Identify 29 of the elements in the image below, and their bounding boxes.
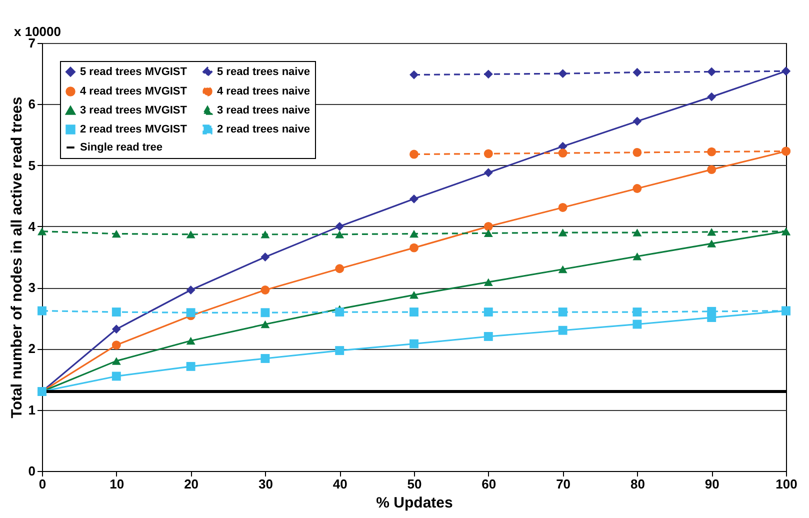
y-tick-label: 0 [28, 464, 36, 478]
legend-label: Single read tree [80, 142, 163, 154]
legend-label: 3 read trees naive [217, 104, 310, 116]
x-tick-label: 30 [258, 476, 273, 492]
x-tick-label: 80 [630, 476, 645, 492]
legend-label: 2 read trees naive [217, 124, 310, 136]
x-axis-title: % Updates [376, 494, 453, 512]
y-tick-label: 2 [28, 341, 36, 356]
x-tick-label: 50 [407, 476, 422, 492]
y-axis-title: Total number of nodes in all active read trees [8, 96, 26, 418]
legend-label: 2 read trees MVGIST [80, 124, 188, 136]
legend-label: 4 read trees naive [217, 86, 310, 98]
legend-label: 3 read trees MVGIST [80, 104, 188, 116]
x-tick-label: 60 [482, 476, 496, 492]
x-tick-label: 0 [38, 476, 46, 492]
x-tick-label: 10 [110, 476, 124, 492]
y-tick-label: 5 [28, 158, 36, 173]
y-tick-label: 4 [28, 218, 36, 234]
legend-label: 5 read trees MVGIST [80, 66, 188, 78]
y-tick-label: 1 [28, 402, 36, 418]
x-tick-label: 90 [704, 476, 720, 492]
x-tick-label: 20 [184, 476, 199, 492]
x-tick-label: 100 [776, 476, 798, 492]
y-tick-label: 3 [28, 280, 36, 296]
legend-label: 4 read trees MVGIST [80, 86, 188, 98]
x-tick-label: 40 [332, 476, 348, 492]
x-tick-label: 70 [556, 476, 571, 492]
legend-label: 5 read trees naive [217, 66, 310, 78]
y-tick-label: 6 [28, 96, 36, 112]
